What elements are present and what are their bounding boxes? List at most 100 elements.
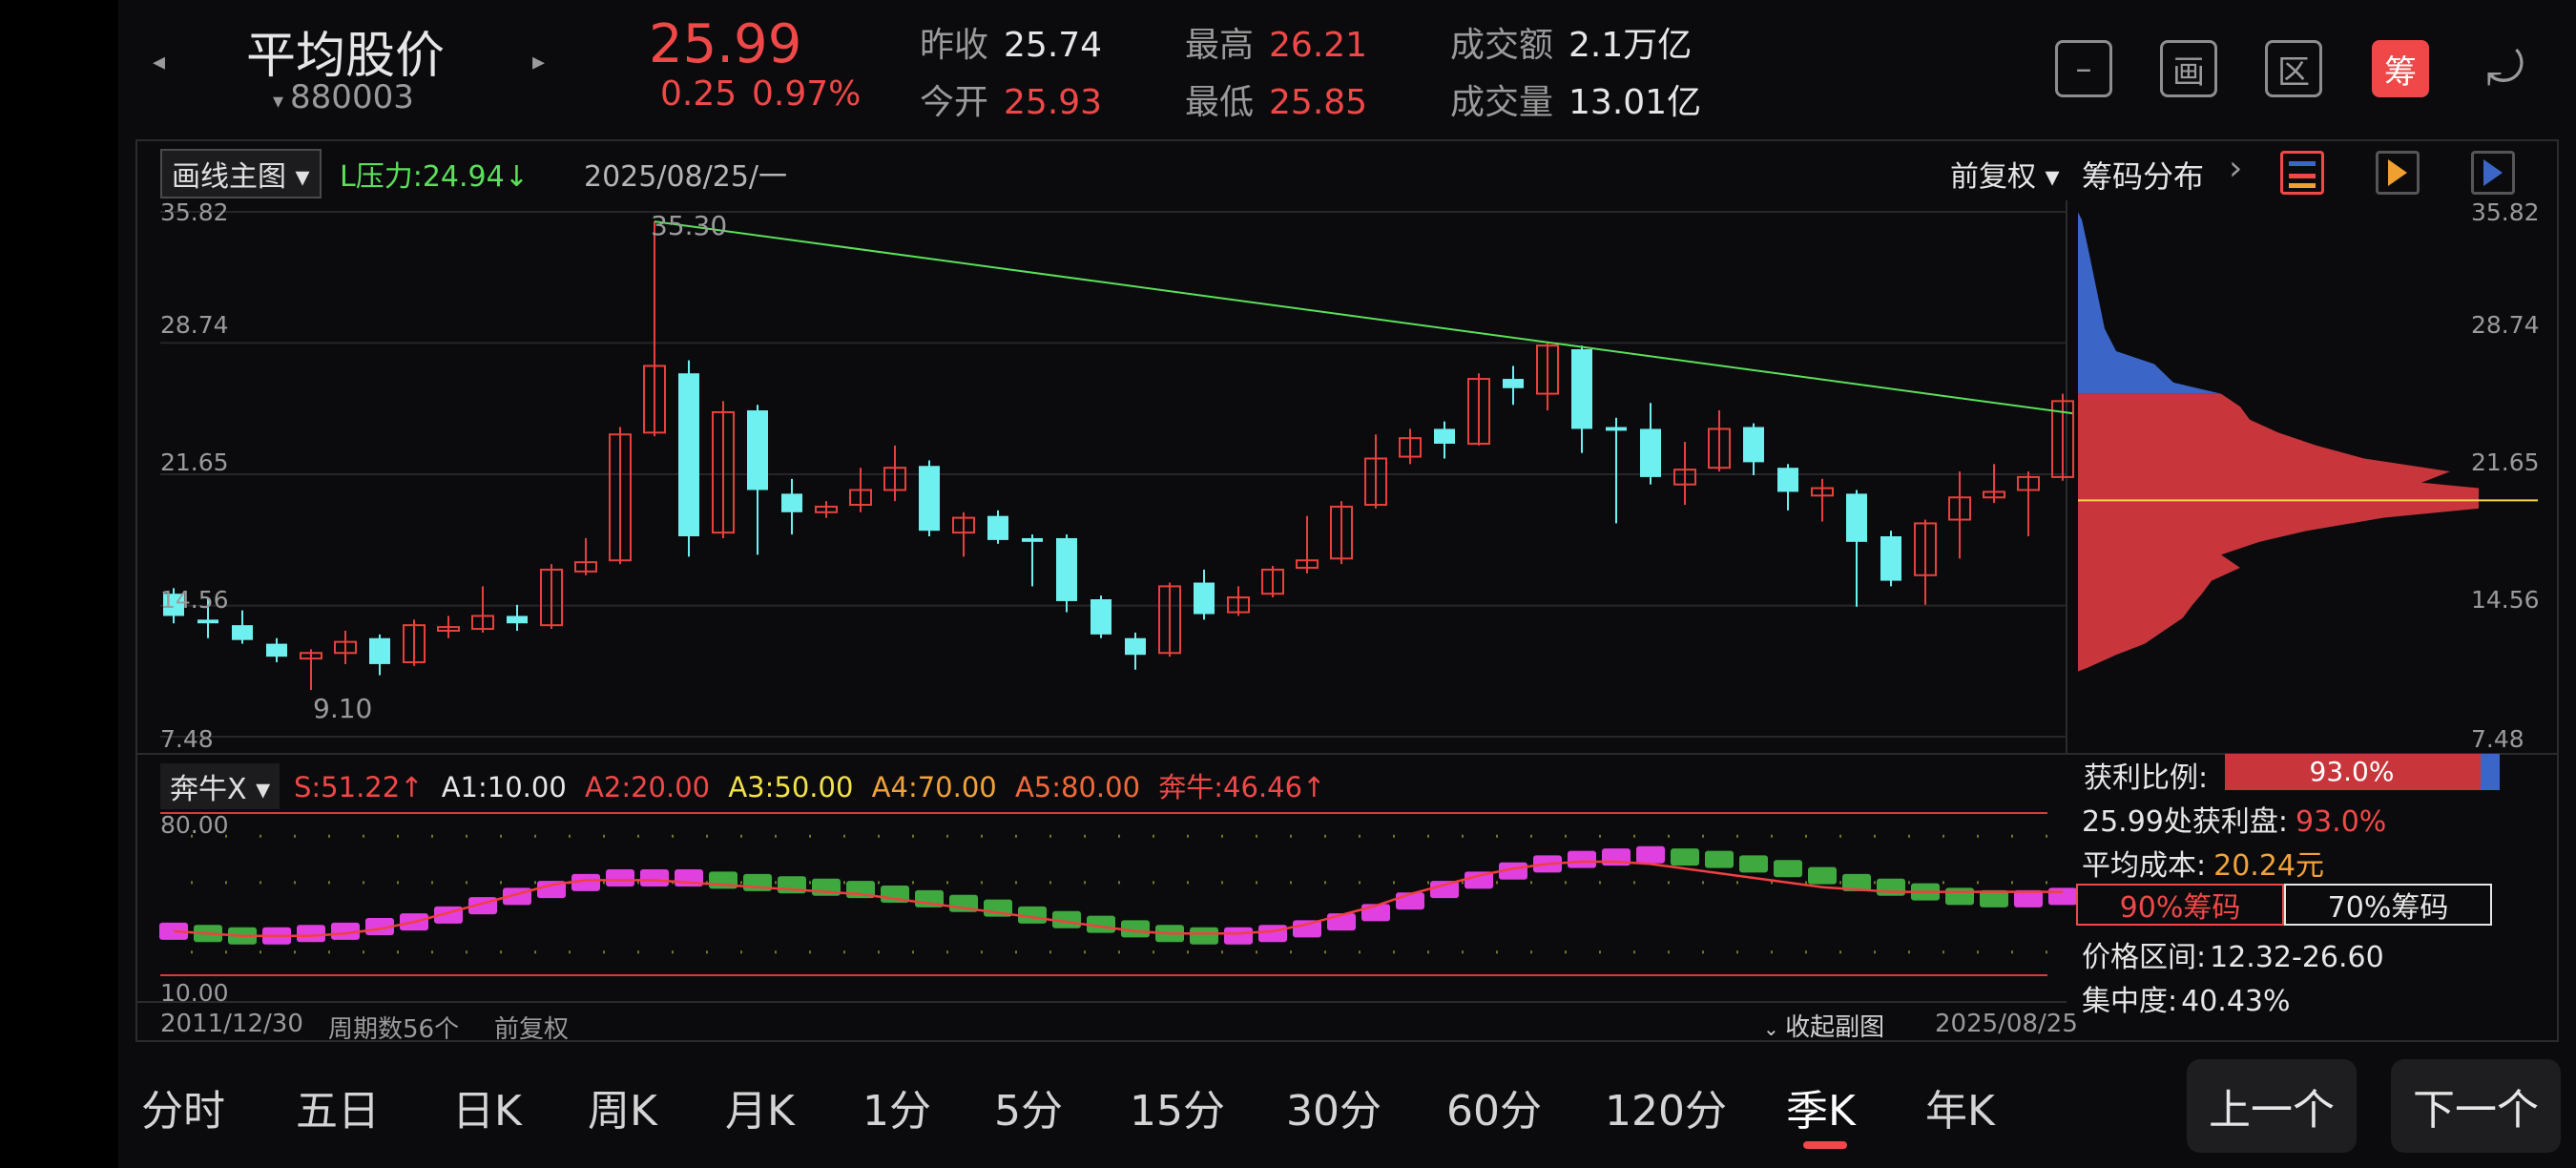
sub-signal-block xyxy=(1842,873,1871,891)
tab-7[interactable]: 15分 xyxy=(1130,1087,1225,1136)
candle-body xyxy=(232,625,253,640)
tab-3[interactable]: 周K xyxy=(588,1087,657,1136)
candle-body xyxy=(1880,536,1901,581)
candle-body xyxy=(1811,487,1834,497)
rotate-screen-icon[interactable]: ⤾ xyxy=(2486,41,2524,95)
avg-cost: 平均成本: 20.24元 xyxy=(2082,849,2324,883)
y-tick-2: 21.65 xyxy=(160,448,229,476)
chip-mode-blue-icon[interactable] xyxy=(2471,151,2515,195)
sub-signal-block xyxy=(571,873,600,891)
stock-code-text: 880003 xyxy=(290,78,414,116)
candle-body xyxy=(1606,427,1627,431)
candle-body xyxy=(437,626,460,632)
sub-signal-block xyxy=(1568,850,1596,868)
collapse-sub-chart-button[interactable]: ⌄ 收起副图 xyxy=(1763,1013,1885,1042)
tab-9[interactable]: 60分 xyxy=(1446,1087,1542,1136)
period-count: 周期数56个 xyxy=(328,1015,460,1044)
draw-icon[interactable]: 画 xyxy=(2160,40,2217,97)
tab-5[interactable]: 1分 xyxy=(862,1087,931,1136)
candle-body xyxy=(883,467,906,491)
ind-s: S:51.22↑ xyxy=(294,771,424,803)
y-tick-4: 7.48 xyxy=(160,725,214,753)
minus-icon[interactable]: – xyxy=(2055,40,2112,97)
tab-10[interactable]: 120分 xyxy=(1605,1087,1727,1136)
candle-body xyxy=(609,433,632,562)
tab-8[interactable]: 30分 xyxy=(1286,1087,1381,1136)
chip-70-button[interactable]: 70%筹码 xyxy=(2284,884,2492,926)
candle-body xyxy=(1914,522,1937,576)
candle-body xyxy=(163,594,184,616)
candle-body xyxy=(781,493,802,512)
sub-signal-block xyxy=(1808,866,1837,885)
chip-mode-fire-icon[interactable] xyxy=(2376,151,2420,195)
chip-arrow-icon[interactable]: › xyxy=(2229,149,2243,188)
chip-mode-bar-icon[interactable] xyxy=(2280,151,2324,195)
chip-90-button[interactable]: 90%筹码 xyxy=(2076,884,2284,926)
ind-benniu: 奔牛:46.46↑ xyxy=(1158,771,1326,803)
chip-distribution-title[interactable]: 筹码分布 xyxy=(2082,158,2205,195)
tab-11[interactable]: 季K xyxy=(1786,1087,1856,1136)
chart-date: 2025/08/25/一 xyxy=(584,160,788,194)
sub-signal-block xyxy=(2014,889,2043,907)
chart-panel xyxy=(135,139,2559,1042)
concentration: 集中度: 40.43% xyxy=(2082,985,2291,1018)
profit-ratio-bar: 93.0% xyxy=(2225,754,2500,790)
sub-y-bottom: 10.00 xyxy=(160,979,229,1007)
profit-at-price: 25.99处获利盘: 93.0% xyxy=(2082,805,2387,839)
candle-body xyxy=(1227,596,1250,614)
tab-1[interactable]: 五日 xyxy=(296,1087,380,1136)
candle-body xyxy=(1399,437,1422,458)
sub-signal-block xyxy=(1980,889,2008,907)
candle-body xyxy=(815,505,838,513)
candle-body xyxy=(1091,598,1111,635)
y-tick-0: 35.82 xyxy=(160,198,229,226)
y-tick-3: 14.56 xyxy=(160,586,229,614)
draw-main-chart-button[interactable]: 画线主图 ▾ xyxy=(160,149,322,198)
candle-body xyxy=(712,410,735,534)
pressure-indicator: L压力:24.94↓ xyxy=(340,160,529,194)
active-tab-underline xyxy=(1803,1141,1847,1149)
range-icon[interactable]: 区 xyxy=(2265,40,2322,97)
candle-body xyxy=(678,373,699,537)
chip-y-tick-3: 14.56 xyxy=(2471,586,2540,614)
benniu-line xyxy=(173,860,2063,937)
prev-stock-arrow-icon[interactable]: ◂ xyxy=(153,48,166,76)
chip-icon[interactable]: 筹 xyxy=(2372,40,2429,97)
tab-4[interactable]: 月K xyxy=(725,1087,795,1136)
candle-body xyxy=(1467,378,1490,445)
sub-signal-block xyxy=(2048,887,2077,906)
candle-body xyxy=(1708,428,1731,469)
profit-ratio-fill xyxy=(2225,754,2481,790)
quote-open: 今开 25.93 xyxy=(920,83,1103,122)
candle-body xyxy=(1571,349,1592,429)
next-button[interactable]: 下一个 xyxy=(2391,1059,2561,1153)
sub-signal-block xyxy=(606,869,634,886)
sub-signal-block xyxy=(537,881,566,899)
stock-code: ▾ 880003 xyxy=(273,78,414,116)
last-price: 25.99 xyxy=(649,13,802,75)
sub-signal-block xyxy=(1705,850,1734,868)
candle-body xyxy=(1056,537,1077,601)
sub-indicator-values: S:51.22↑ A1:10.00 A2:20.00 A3:50.00 A4:7… xyxy=(294,765,1325,805)
candle-body xyxy=(1846,493,1867,542)
tab-12[interactable]: 年K xyxy=(1925,1087,1995,1136)
sub-signal-block xyxy=(1121,920,1150,938)
profit-ratio-value: 93.0% xyxy=(2309,756,2395,787)
candle-body xyxy=(1261,568,1284,595)
candle-body xyxy=(369,637,390,664)
quote-high: 最高 26.21 xyxy=(1185,26,1368,65)
prev-button[interactable]: 上一个 xyxy=(2187,1059,2357,1153)
sub-indicator-selector[interactable]: 奔牛X ▾ xyxy=(160,763,280,809)
adjust-dropdown[interactable]: 前复权 ▾ xyxy=(1950,160,2060,194)
candle-body xyxy=(1640,428,1661,477)
tab-0[interactable]: 分时 xyxy=(141,1087,225,1136)
candle-body xyxy=(1330,505,1353,560)
next-stock-arrow-icon[interactable]: ▸ xyxy=(532,48,546,76)
tab-2[interactable]: 日K xyxy=(452,1087,522,1136)
quote-turnover: 成交额 2.1万亿 xyxy=(1450,26,1693,65)
candle-body xyxy=(1434,428,1455,444)
start-date: 2011/12/30 xyxy=(160,1010,303,1038)
sub-signal-block xyxy=(1465,871,1493,889)
tab-6[interactable]: 5分 xyxy=(994,1087,1063,1136)
